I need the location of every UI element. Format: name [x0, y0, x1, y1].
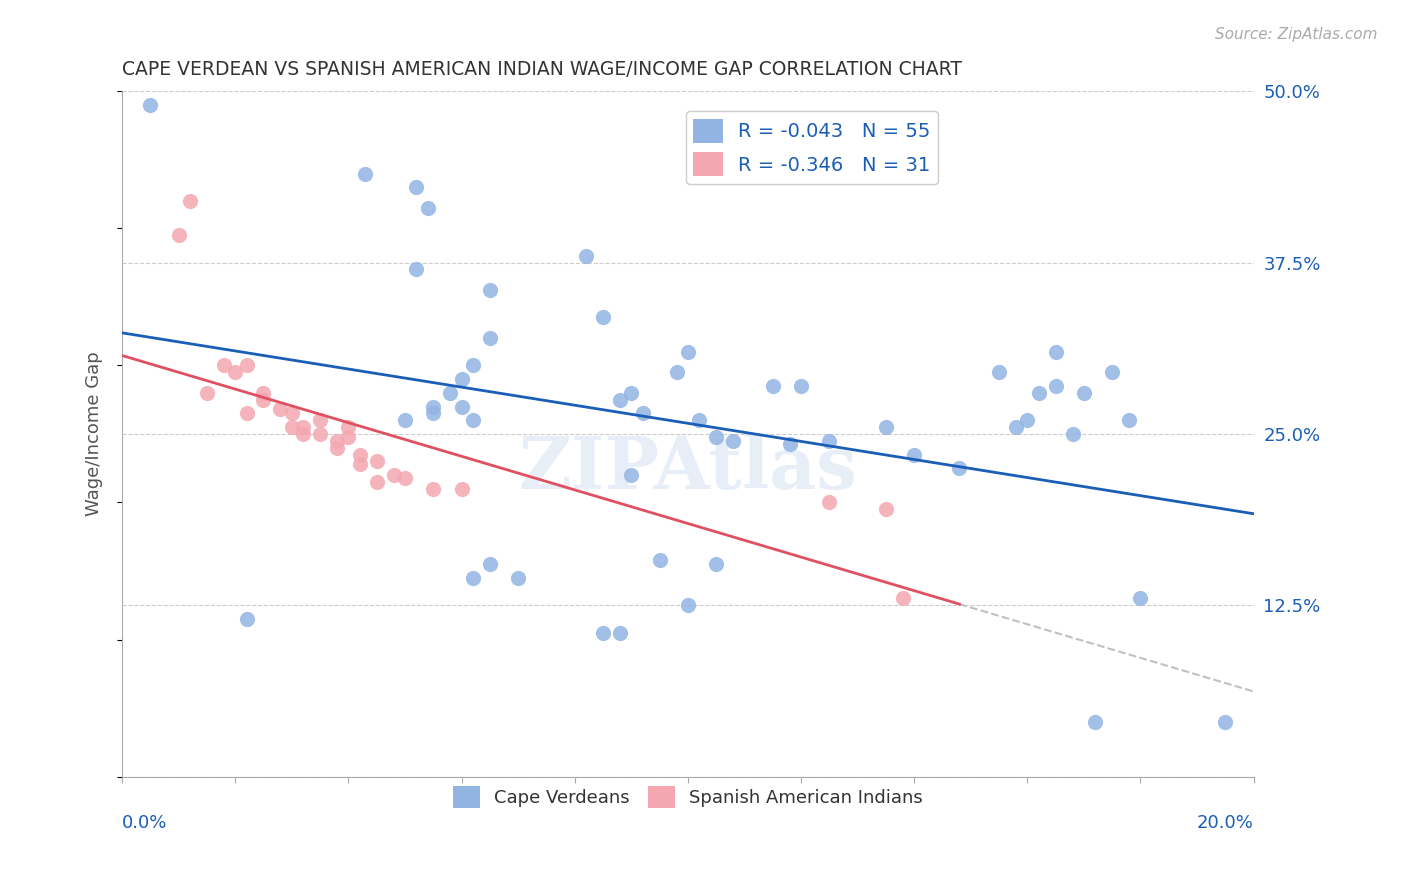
Point [1005, 420, 1028, 434]
Point [179, 194, 201, 208]
Point [948, 461, 970, 475]
Point [478, 557, 501, 571]
Point [1213, 714, 1236, 729]
Point [620, 468, 643, 483]
Point [676, 344, 699, 359]
Point [903, 448, 925, 462]
Point [382, 468, 405, 483]
Point [620, 385, 643, 400]
Point [252, 392, 274, 407]
Point [450, 400, 472, 414]
Point [394, 471, 416, 485]
Point [478, 331, 501, 345]
Point [349, 457, 371, 471]
Text: Source: ZipAtlas.com: Source: ZipAtlas.com [1215, 27, 1378, 42]
Point [818, 434, 841, 448]
Point [235, 406, 257, 420]
Point [631, 406, 654, 420]
Point [704, 557, 727, 571]
Text: 20.0%: 20.0% [1197, 814, 1254, 832]
Text: CAPE VERDEAN VS SPANISH AMERICAN INDIAN WAGE/INCOME GAP CORRELATION CHART: CAPE VERDEAN VS SPANISH AMERICAN INDIAN … [122, 60, 962, 78]
Y-axis label: Wage/Income Gap: Wage/Income Gap [86, 351, 103, 516]
Point [461, 413, 484, 427]
Point [422, 400, 444, 414]
Point [762, 379, 785, 393]
Point [269, 402, 291, 417]
Legend: Cape Verdeans, Spanish American Indians: Cape Verdeans, Spanish American Indians [446, 779, 931, 815]
Point [1045, 379, 1067, 393]
Point [405, 180, 427, 194]
Text: 0.0%: 0.0% [122, 814, 167, 832]
Point [818, 495, 841, 509]
Point [891, 591, 914, 606]
Point [439, 385, 461, 400]
Point [309, 426, 332, 441]
Point [337, 430, 360, 444]
Point [478, 283, 501, 297]
Point [366, 454, 388, 468]
Point [394, 413, 416, 427]
Text: ZIPAtlas: ZIPAtlas [519, 433, 858, 504]
Point [1129, 591, 1152, 606]
Point [167, 228, 190, 243]
Point [337, 420, 360, 434]
Point [461, 359, 484, 373]
Point [235, 612, 257, 626]
Point [575, 249, 598, 263]
Point [354, 167, 377, 181]
Point [405, 262, 427, 277]
Point [1017, 413, 1039, 427]
Point [235, 359, 257, 373]
Point [592, 310, 614, 325]
Point [506, 571, 529, 585]
Point [326, 434, 349, 448]
Point [281, 406, 304, 420]
Point [212, 359, 235, 373]
Point [224, 365, 246, 379]
Point [648, 553, 671, 567]
Point [461, 571, 484, 585]
Point [1045, 344, 1067, 359]
Point [665, 365, 688, 379]
Point [416, 201, 439, 215]
Point [988, 365, 1011, 379]
Point [721, 434, 744, 448]
Point [875, 420, 897, 434]
Point [704, 430, 727, 444]
Point [1118, 413, 1140, 427]
Point [326, 441, 349, 455]
Point [195, 385, 218, 400]
Point [1073, 385, 1095, 400]
Point [1101, 365, 1123, 379]
Point [349, 448, 371, 462]
Point [450, 482, 472, 496]
Point [1062, 426, 1084, 441]
Point [609, 625, 631, 640]
Point [1084, 714, 1107, 729]
Point [422, 482, 444, 496]
Point [281, 420, 304, 434]
Point [450, 372, 472, 386]
Point [676, 599, 699, 613]
Point [252, 385, 274, 400]
Point [292, 426, 315, 441]
Point [309, 413, 332, 427]
Point [875, 502, 897, 516]
Point [292, 420, 315, 434]
Point [779, 436, 801, 450]
Point [790, 379, 813, 393]
Point [592, 625, 614, 640]
Point [609, 392, 631, 407]
Point [139, 98, 162, 112]
Point [422, 406, 444, 420]
Point [366, 475, 388, 489]
Point [1028, 385, 1050, 400]
Point [688, 413, 710, 427]
